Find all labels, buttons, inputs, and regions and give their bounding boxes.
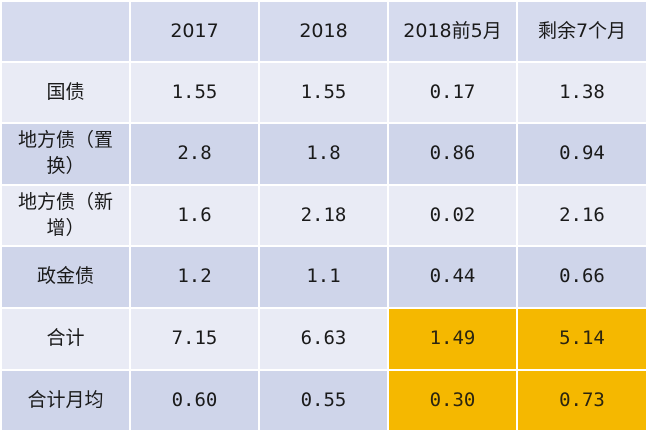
row-label: 国债 <box>0 61 131 124</box>
table-cell: 0.17 <box>387 61 518 124</box>
table-row: 地方债（置换） 2.8 1.8 0.86 0.94 <box>0 122 647 186</box>
highlighted-cell: 5.14 <box>516 307 647 371</box>
table-cell: 1.38 <box>516 61 647 124</box>
table-cell: 0.94 <box>516 122 647 186</box>
row-label: 地方债（新增） <box>0 184 131 247</box>
table-cell: 2.8 <box>129 122 260 186</box>
table-cell: 0.86 <box>387 122 518 186</box>
table-cell: 7.15 <box>129 307 260 371</box>
table-cell: 0.60 <box>129 369 260 432</box>
table-cell: 0.66 <box>516 245 647 309</box>
table-row-total: 合计 7.15 6.63 1.49 5.14 <box>0 307 647 371</box>
table-row: 国债 1.55 1.55 0.17 1.38 <box>0 61 647 124</box>
row-label: 合计 <box>0 307 131 371</box>
table-cell: 0.55 <box>258 369 389 432</box>
row-label: 合计月均 <box>0 369 131 432</box>
table-cell: 1.2 <box>129 245 260 309</box>
table-cell: 6.63 <box>258 307 389 371</box>
table-header-row: 2017 2018 2018前5月 剩余7个月 <box>0 0 647 63</box>
table-cell: 1.1 <box>258 245 389 309</box>
header-cell-remaining-7-months: 剩余7个月 <box>516 0 647 63</box>
header-cell-2018-first-5-months: 2018前5月 <box>387 0 518 63</box>
table-cell: 0.02 <box>387 184 518 247</box>
table-cell: 2.16 <box>516 184 647 247</box>
header-cell-2017: 2017 <box>129 0 260 63</box>
table-row-monthly-average: 合计月均 0.60 0.55 0.30 0.73 <box>0 369 647 432</box>
table-cell: 1.55 <box>258 61 389 124</box>
highlighted-cell: 0.73 <box>516 369 647 432</box>
table-cell: 0.44 <box>387 245 518 309</box>
table-cell: 1.8 <box>258 122 389 186</box>
table-row: 地方债（新增） 1.6 2.18 0.02 2.16 <box>0 184 647 247</box>
row-label: 政金债 <box>0 245 131 309</box>
table-cell: 1.55 <box>129 61 260 124</box>
highlighted-cell: 0.30 <box>387 369 518 432</box>
table-row: 政金债 1.2 1.1 0.44 0.66 <box>0 245 647 309</box>
row-label: 地方债（置换） <box>0 122 131 186</box>
header-cell-empty <box>0 0 131 63</box>
table-cell: 2.18 <box>258 184 389 247</box>
header-cell-2018: 2018 <box>258 0 389 63</box>
table-cell: 1.6 <box>129 184 260 247</box>
highlighted-cell: 1.49 <box>387 307 518 371</box>
